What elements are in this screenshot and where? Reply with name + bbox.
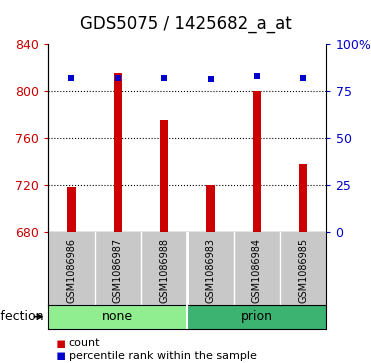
Bar: [299, 164, 308, 232]
Text: count: count: [69, 338, 100, 348]
Text: GSM1086984: GSM1086984: [252, 238, 262, 303]
Text: GDS5075 / 1425682_a_at: GDS5075 / 1425682_a_at: [80, 15, 291, 33]
Text: ▪: ▪: [56, 335, 66, 351]
Text: GSM1086987: GSM1086987: [113, 238, 123, 303]
Bar: [160, 120, 168, 232]
Text: GSM1086985: GSM1086985: [298, 238, 308, 303]
Text: GSM1086986: GSM1086986: [66, 238, 76, 303]
Bar: [206, 185, 215, 232]
Bar: [187, 305, 326, 329]
Text: none: none: [102, 310, 133, 323]
Bar: [48, 305, 187, 329]
Bar: [67, 187, 76, 232]
Text: ▪: ▪: [56, 348, 66, 363]
Text: GSM1086983: GSM1086983: [206, 238, 216, 303]
Bar: [253, 91, 261, 232]
Text: prion: prion: [241, 310, 273, 323]
Text: percentile rank within the sample: percentile rank within the sample: [69, 351, 256, 361]
Text: GSM1086988: GSM1086988: [159, 238, 169, 303]
Text: infection: infection: [0, 310, 45, 323]
Bar: [114, 73, 122, 232]
